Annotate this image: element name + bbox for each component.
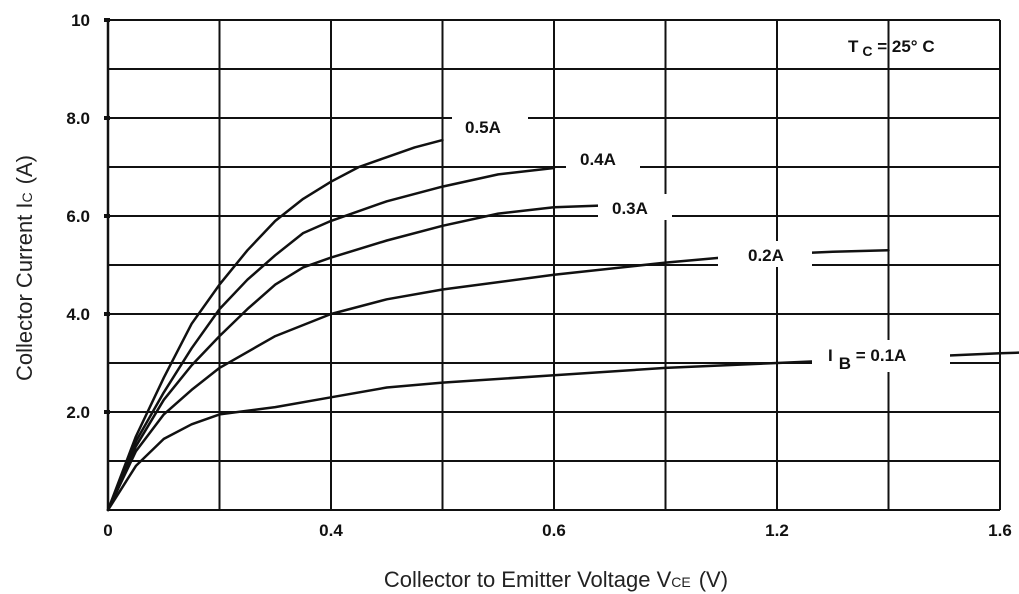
x-tick-label: 1.2 <box>765 521 789 540</box>
y-tick-label: 6.0 <box>66 207 90 226</box>
x-tick-label: 1.6 <box>988 521 1012 540</box>
series-line-4 <box>106 351 1019 512</box>
y-tick-label: 4.0 <box>66 305 90 324</box>
series-label-0-3a: 0.3A <box>612 199 648 218</box>
series-label-0-5a: 0.5A <box>465 118 501 137</box>
series-line-2 <box>106 203 612 512</box>
curves <box>106 138 1019 512</box>
x-tick-label: 0.6 <box>542 521 566 540</box>
y-tick-label: 8.0 <box>66 109 90 128</box>
series-label-0-4a: 0.4A <box>580 150 616 169</box>
series-line-1 <box>106 166 556 512</box>
x-tick-label: 0.4 <box>319 521 343 540</box>
x-axis-label: Collector to Emitter Voltage VCE (V) <box>384 567 728 592</box>
grid <box>104 18 1001 511</box>
y-tick-label: 2.0 <box>66 403 90 422</box>
y-tick-label: 10 <box>71 11 90 30</box>
x-tick-label: 0 <box>103 521 112 540</box>
series-label-0-2a: 0.2A <box>748 246 784 265</box>
series-line-0 <box>106 138 444 512</box>
tick-labels: 0 0.4 0.6 1.2 1.6 2.0 4.0 6.0 8.0 10 <box>66 11 1011 540</box>
y-axis-label: Collector Current IC(A) <box>12 155 37 381</box>
